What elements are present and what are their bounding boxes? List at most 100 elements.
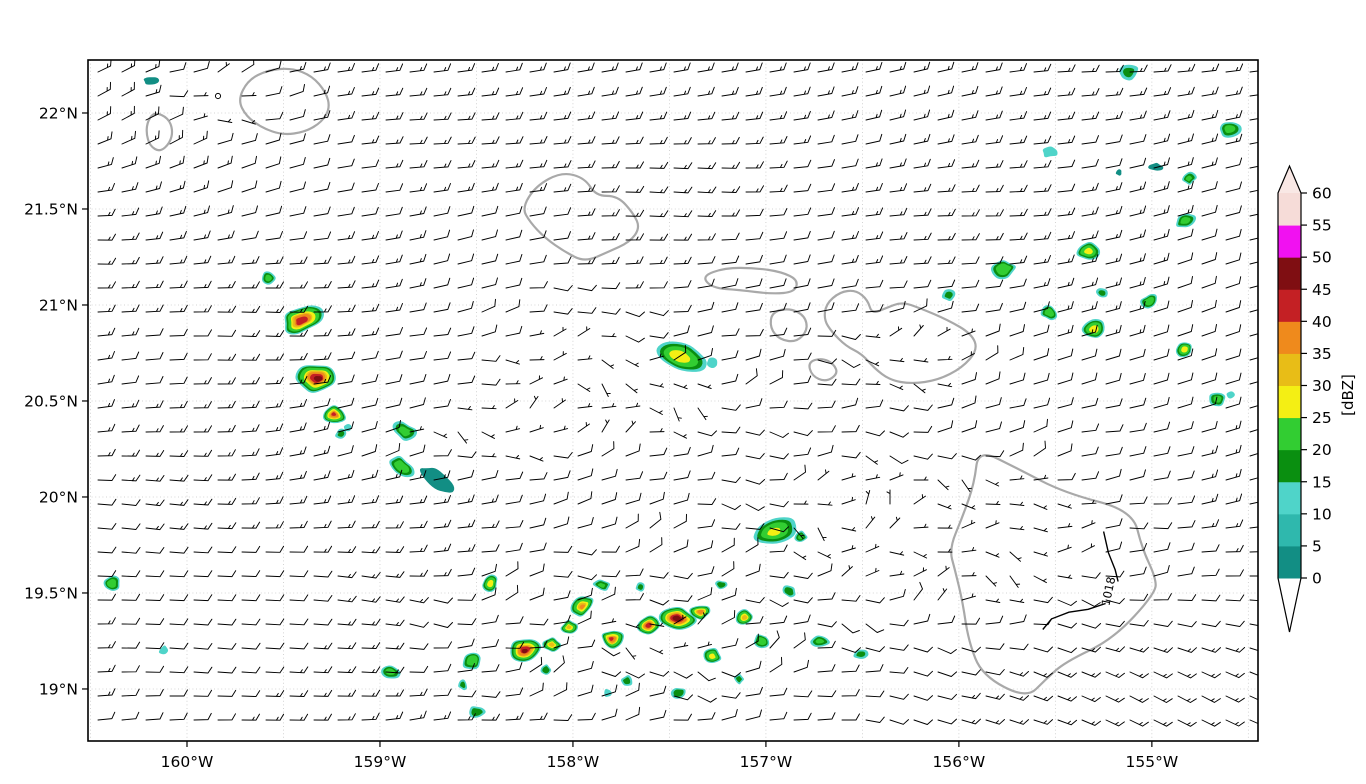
wind-barb bbox=[793, 659, 809, 673]
wind-barb bbox=[1081, 646, 1101, 653]
wind-barb bbox=[577, 86, 595, 97]
wind-barb bbox=[97, 546, 117, 554]
reflectivity-cell bbox=[1176, 213, 1197, 228]
wind-barb bbox=[769, 231, 788, 241]
wind-barb bbox=[313, 328, 332, 337]
wind-barb bbox=[1105, 695, 1125, 703]
wind-barb bbox=[265, 353, 284, 361]
wind-barb bbox=[457, 375, 476, 385]
wind-barb bbox=[913, 567, 927, 577]
wind-barb bbox=[625, 209, 645, 217]
wind-barb bbox=[721, 161, 741, 169]
wind-barb bbox=[937, 548, 953, 553]
reflectivity-cell bbox=[143, 77, 160, 85]
wind-barb bbox=[745, 398, 763, 409]
island-outline-hawaii bbox=[950, 454, 1157, 695]
wind-barb bbox=[121, 570, 141, 578]
wind-barb bbox=[745, 597, 765, 604]
wind-barb bbox=[673, 614, 687, 625]
wind-barb bbox=[241, 230, 259, 241]
wind-barb bbox=[985, 256, 1004, 265]
wind-barb bbox=[1081, 254, 1099, 265]
wind-barb bbox=[1201, 519, 1220, 529]
wind-barb bbox=[817, 551, 832, 559]
wind-barb bbox=[1129, 348, 1146, 361]
wind-barb bbox=[817, 501, 833, 506]
wind-barb bbox=[1081, 543, 1095, 553]
wind-barb bbox=[193, 498, 213, 506]
wind-barb bbox=[529, 455, 544, 462]
wind-barb bbox=[913, 232, 932, 241]
wind-barb bbox=[649, 353, 664, 361]
wind-barb bbox=[697, 407, 708, 421]
wind-barb bbox=[481, 378, 501, 386]
wind-barb bbox=[145, 206, 163, 217]
wind-barb bbox=[601, 359, 614, 369]
wind-barb bbox=[1225, 372, 1242, 385]
wind-barb bbox=[505, 325, 523, 337]
wind-barb bbox=[577, 62, 595, 73]
wind-barb bbox=[1177, 109, 1195, 121]
wind-barb bbox=[865, 207, 884, 217]
wind-barb bbox=[577, 257, 596, 265]
wind-barb bbox=[1033, 372, 1050, 385]
wind-barb bbox=[601, 282, 621, 290]
wind-barb bbox=[97, 257, 117, 265]
wind-barb bbox=[409, 520, 428, 529]
reflectivity-blob bbox=[856, 651, 866, 657]
wind-barb bbox=[97, 281, 116, 289]
wind-barb bbox=[553, 655, 565, 673]
reflectivity-blob bbox=[385, 668, 396, 675]
wind-barb bbox=[673, 280, 692, 289]
wind-barb bbox=[193, 712, 212, 721]
wind-barb bbox=[649, 161, 669, 169]
wind-barb bbox=[1177, 228, 1194, 241]
wind-barb bbox=[385, 642, 405, 650]
wind-barb bbox=[1201, 695, 1221, 703]
wind-barb bbox=[409, 621, 429, 628]
wind-barb bbox=[145, 642, 165, 650]
reflectivity-cell bbox=[941, 289, 956, 302]
wind-barb bbox=[289, 84, 305, 97]
wind-barb bbox=[1105, 301, 1122, 313]
wind-barb bbox=[1057, 183, 1076, 193]
wind-barb bbox=[289, 470, 307, 481]
wind-barb bbox=[457, 205, 475, 217]
wind-barb bbox=[937, 615, 956, 625]
wind-barb bbox=[169, 689, 188, 697]
wind-barb bbox=[577, 136, 596, 145]
wind-barb bbox=[217, 618, 237, 626]
wind-barb bbox=[337, 111, 355, 121]
wind-barb bbox=[865, 304, 884, 313]
wind-barb bbox=[1201, 719, 1221, 727]
wind-barb bbox=[889, 693, 909, 700]
wind-barb bbox=[913, 425, 933, 433]
reflectivity-cell bbox=[1182, 171, 1197, 185]
wind-barb bbox=[1081, 719, 1101, 726]
wind-barb bbox=[745, 62, 763, 73]
wind-barb bbox=[193, 401, 212, 409]
wind-barb bbox=[217, 449, 236, 457]
wind-barb bbox=[193, 425, 212, 433]
wind-barb bbox=[313, 495, 332, 505]
wind-barb bbox=[961, 593, 976, 601]
wind-barb bbox=[1153, 421, 1171, 433]
wind-barb bbox=[817, 664, 836, 673]
wind-barb bbox=[505, 584, 519, 601]
wind-barb bbox=[1177, 594, 1197, 601]
wind-barb bbox=[841, 424, 860, 433]
wind-barb bbox=[1249, 599, 1258, 602]
wind-barb bbox=[601, 136, 620, 145]
wind-barb bbox=[385, 87, 404, 97]
wind-barb bbox=[553, 231, 571, 241]
wind-barb bbox=[1225, 420, 1242, 433]
wind-barb bbox=[241, 521, 261, 529]
wind-barb bbox=[817, 690, 837, 698]
x-tick-label: 156°W bbox=[933, 753, 986, 771]
wind-barb bbox=[217, 546, 237, 554]
wind-barb bbox=[865, 455, 879, 465]
wind-barb bbox=[625, 492, 642, 505]
wind-barb bbox=[937, 184, 956, 193]
island-coastlines bbox=[145, 67, 1157, 695]
wind-barb bbox=[745, 185, 764, 193]
